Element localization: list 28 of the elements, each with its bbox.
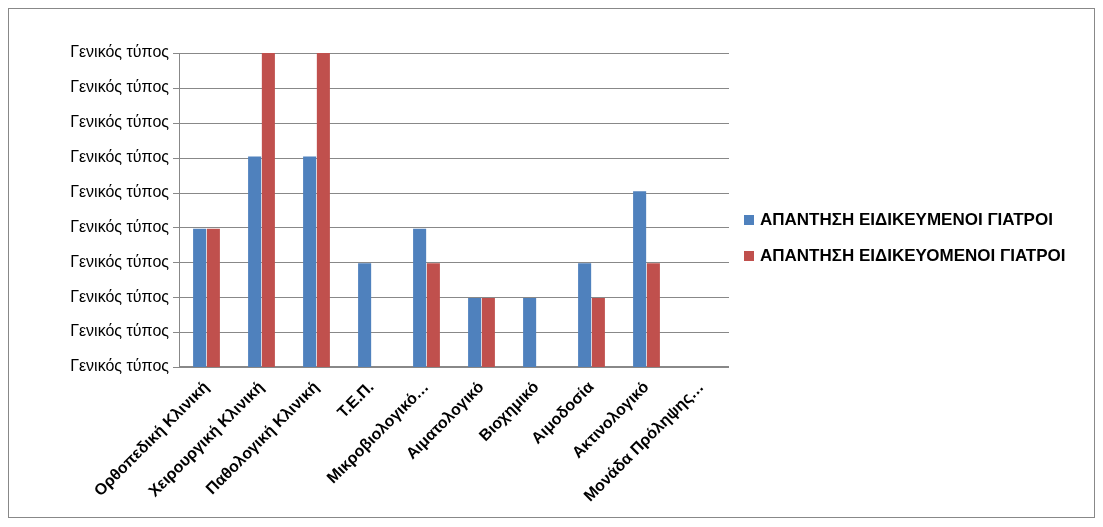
text: Γενικός τύπος [70,287,170,305]
text: Γενικός τύπος [70,252,170,270]
bar [591,297,605,367]
bar [413,228,427,367]
text: Γενικός τύπος [70,78,170,96]
bar [193,228,207,367]
legend-label: ΑΠΑΝΤΗΣΗ ΕΙΔΙΚΕΥΟΜΕΝΟΙ ΓΙΑΤΡΟΙ [760,245,1066,267]
text: Γενικός τύπος [70,182,170,200]
text: Γενικός τύπος [70,217,170,235]
bar [633,191,647,367]
text: Γενικός τύπος [70,148,170,166]
bar [523,297,537,367]
bar [578,263,592,367]
text: Γενικός τύπος [70,43,170,61]
bar [248,156,262,367]
bar [646,263,660,367]
bar [261,53,275,367]
bar [468,297,482,367]
bar [481,297,495,367]
bar [303,156,317,367]
bar [426,263,440,367]
legend-label: ΑΠΑΝΤΗΣΗ ΕΙΔΙΚΕΥΜΕΝΟΙ ΓΙΑΤΡΟΙ [760,209,1053,231]
bar [316,53,330,367]
text: Γενικός τύπος [70,113,170,131]
text: Γενικός τύπος [70,357,170,375]
bar [206,228,220,367]
text: Γενικός τύπος [70,322,170,340]
bar [358,263,372,367]
